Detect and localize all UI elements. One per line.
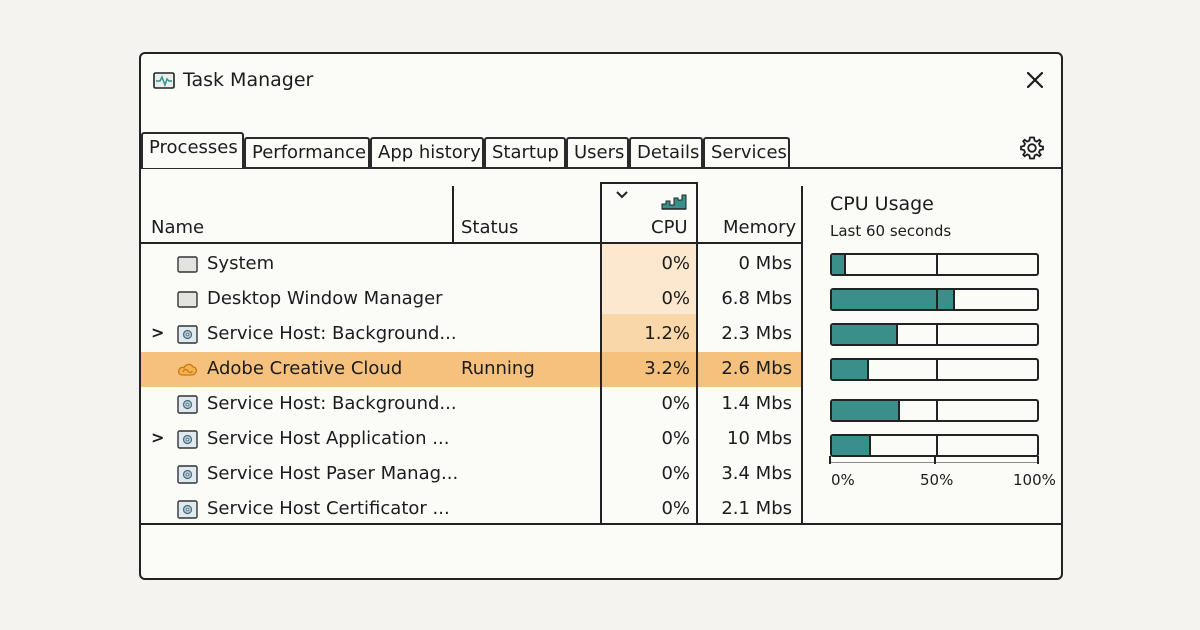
process-memory: 2.1 Mbs (721, 498, 792, 519)
process-row[interactable]: Service Host Certificator ... 0% 2.1 Mbs (141, 492, 801, 527)
process-row[interactable]: > Service Host Application ... 0% 10 Mbs (141, 422, 801, 457)
axis-tick (1037, 456, 1039, 464)
column-header-memory[interactable]: Memory (723, 217, 797, 238)
process-row[interactable]: Desktop Window Manager 0% 6.8 Mbs (141, 282, 801, 317)
activity-monitor-icon (153, 72, 175, 89)
process-memory: 6.8 Mbs (721, 288, 792, 309)
axis-tick (829, 456, 831, 464)
process-row[interactable]: Service Host Paser Manag... 0% 3.4 Mbs (141, 457, 801, 492)
process-cpu: 1.2% (644, 323, 690, 344)
tab-processes[interactable]: Processes (141, 132, 244, 168)
process-memory: 0 Mbs (738, 253, 792, 274)
axis-label-100: 100% (1013, 471, 1056, 489)
column-divider (452, 186, 454, 242)
cpu-usage-subtitle: Last 60 seconds (830, 222, 952, 240)
process-name: Desktop Window Manager (207, 288, 443, 309)
title-bar: Task Manager (141, 54, 1061, 110)
window-icon (177, 256, 198, 273)
cpu-column-top-border (600, 182, 698, 184)
header-divider (141, 242, 802, 244)
process-row[interactable]: Service Host: Background... 0% 1.4 Mbs (141, 387, 801, 422)
cpu-usage-bar-midline (936, 360, 938, 379)
column-header-cpu[interactable]: CPU (651, 217, 688, 238)
process-row[interactable]: Adobe Creative Cloud Running 3.2% 2.6 Mbs (141, 352, 801, 387)
chevron-right-icon[interactable]: > (151, 323, 165, 342)
process-cpu: 0% (661, 253, 690, 274)
chevron-right-icon[interactable]: > (151, 428, 165, 447)
process-memory: 2.6 Mbs (721, 358, 792, 379)
task-manager-window: Task Manager Processes Performance App h… (139, 52, 1063, 580)
cpu-usage-bar-fill (832, 325, 898, 344)
process-name: Adobe Creative Cloud (207, 358, 403, 379)
column-header-status[interactable]: Status (461, 217, 519, 238)
cpu-usage-bar (830, 358, 1039, 381)
cpu-column-highlight-strong (602, 314, 698, 354)
cpu-usage-bar-midline (936, 436, 938, 455)
cpu-usage-bar-fill (832, 401, 900, 420)
process-cpu: 0% (661, 393, 690, 414)
process-row[interactable]: System 0% 0 Mbs (141, 247, 801, 282)
tab-app-history[interactable]: App history (370, 137, 484, 168)
process-name: Service Host Certificator ... (207, 498, 450, 519)
axis-label-0: 0% (831, 471, 855, 489)
cpu-usage-bar-fill (832, 360, 869, 379)
process-cpu: 3.2% (644, 358, 690, 379)
process-name: Service Host Paser Manag... (207, 463, 459, 484)
axis-label-50: 50% (920, 471, 954, 489)
cpu-usage-bar (830, 399, 1039, 422)
process-name: System (207, 253, 275, 274)
axis-tick (934, 456, 936, 464)
selected-row-highlight (141, 352, 801, 387)
cpu-usage-bar-fill (832, 436, 871, 455)
gear-window-icon (177, 500, 198, 519)
cpu-usage-bar-midline (936, 325, 938, 344)
tab-performance[interactable]: Performance (244, 137, 370, 168)
process-memory: 10 Mbs (727, 428, 792, 449)
process-status: Running (461, 358, 535, 379)
creative-cloud-icon (177, 363, 198, 376)
column-header-name[interactable]: Name (151, 217, 205, 238)
tab-users[interactable]: Users (566, 137, 629, 168)
tab-divider (141, 167, 1061, 169)
process-row[interactable]: > Service Host: Background... 1.2% 2.3 Mbs (141, 317, 801, 352)
window-title: Task Manager (183, 69, 314, 91)
panel-divider (801, 186, 803, 524)
cpu-usage-bar-fill (832, 290, 955, 309)
cpu-usage-bar-fill (832, 255, 846, 274)
process-memory: 3.4 Mbs (721, 463, 792, 484)
window-icon (177, 291, 198, 308)
cpu-usage-bar-midline (936, 290, 938, 309)
tab-startup[interactable]: Startup (484, 137, 566, 168)
gear-window-icon (177, 395, 198, 414)
cpu-usage-title: CPU Usage (830, 193, 934, 215)
process-name: Service Host: Background... (207, 393, 457, 414)
cpu-usage-bar (830, 288, 1039, 311)
gear-window-icon (177, 465, 198, 484)
process-memory: 1.4 Mbs (721, 393, 792, 414)
cpu-usage-bar (830, 434, 1039, 457)
process-name: Service Host Application ... (207, 428, 450, 449)
footer-divider (141, 523, 1061, 525)
cpu-usage-bar-midline (936, 401, 938, 420)
cpu-usage-bar (830, 253, 1039, 276)
process-name: Service Host: Background... (207, 323, 457, 344)
gear-icon[interactable] (1019, 135, 1045, 161)
process-cpu: 0% (661, 498, 690, 519)
cpu-usage-bar-midline (936, 255, 938, 274)
cpu-usage-bar (830, 323, 1039, 346)
cpu-graph-icon (661, 194, 687, 210)
tab-services[interactable]: Services (703, 137, 790, 168)
gear-window-icon (177, 325, 198, 344)
close-icon[interactable] (1023, 68, 1047, 92)
cpu-column-right-border (696, 182, 698, 524)
process-cpu: 0% (661, 463, 690, 484)
cpu-column-left-border (600, 182, 602, 524)
gear-window-icon (177, 430, 198, 449)
sort-descending-icon[interactable] (615, 190, 629, 200)
process-cpu: 0% (661, 288, 690, 309)
process-memory: 2.3 Mbs (721, 323, 792, 344)
tab-details[interactable]: Details (629, 137, 703, 168)
process-cpu: 0% (661, 428, 690, 449)
